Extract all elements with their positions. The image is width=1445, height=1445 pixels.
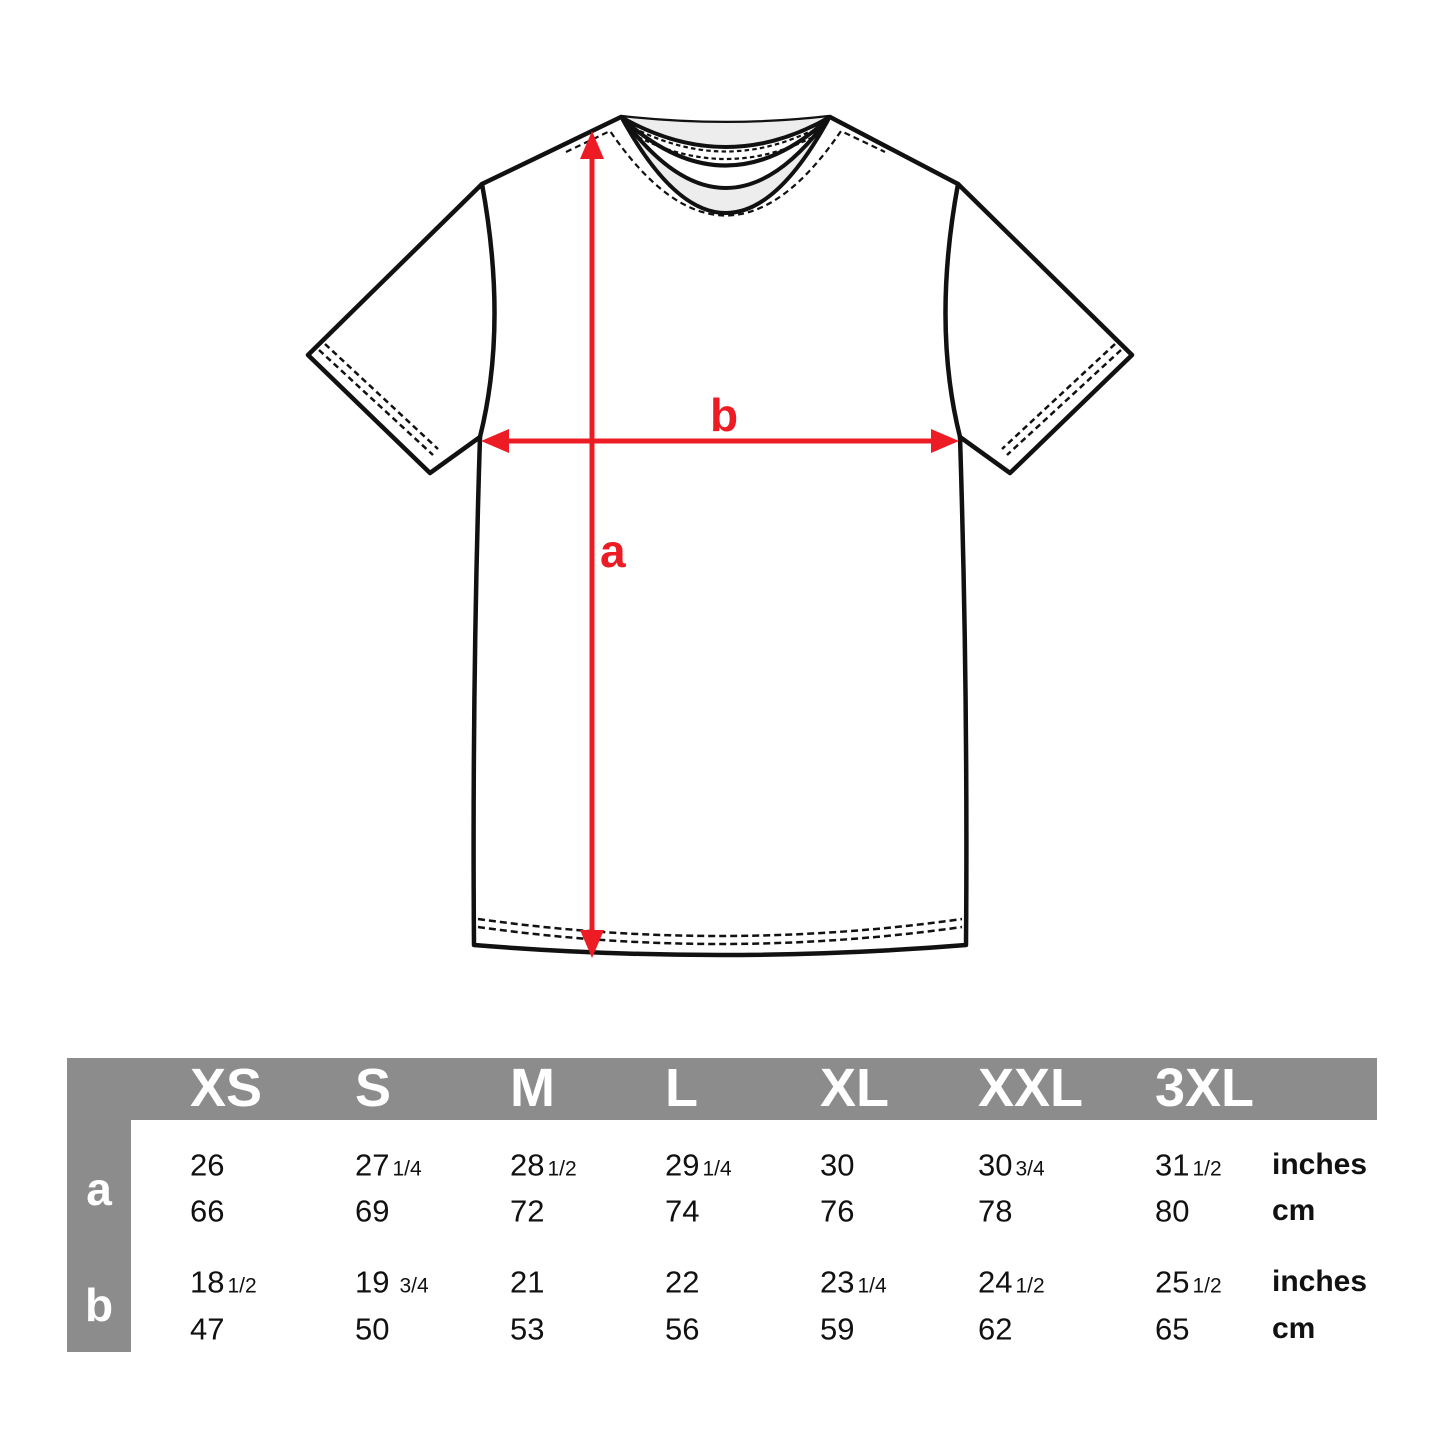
right-armhole-seam — [943, 181, 963, 440]
tshirt-diagram — [305, 114, 1135, 958]
value-a-xl-inches: 30 — [820, 1147, 855, 1183]
value-b-xxl-cm: 62 — [978, 1311, 1013, 1347]
right-sleeve-stitch-1 — [1006, 349, 1122, 456]
value-a-m-cm: 72 — [510, 1193, 545, 1229]
value-b-xl-cm: 59 — [820, 1311, 855, 1347]
value-b-m-inches: 21 — [510, 1264, 545, 1300]
left-sleeve-stitch-1 — [318, 349, 434, 456]
value-b-xs-inches: 18 1/2 — [190, 1264, 257, 1300]
left-sleeve-stitch-2 — [324, 343, 439, 450]
value-b-s-inches: 19 3/4 — [355, 1264, 429, 1300]
value-a-l-inches: 29 1/4 — [665, 1147, 732, 1183]
value-a-xs-inches: 26 — [190, 1147, 225, 1183]
size-header-s: S — [355, 1057, 392, 1118]
collar-back-band-seam — [619, 115, 832, 149]
value-b-l-cm: 56 — [665, 1311, 700, 1347]
value-b-m-cm: 53 — [510, 1311, 545, 1347]
left-armhole-seam — [477, 181, 497, 440]
size-header-xxl: XXL — [978, 1057, 1084, 1118]
value-b-xxl-inches: 24 1/2 — [978, 1264, 1045, 1300]
measurement-arrows — [481, 131, 959, 958]
value-a-s-inches: 27 1/4 — [355, 1147, 422, 1183]
arrow-a-head-bottom — [580, 930, 604, 958]
value-a-xl-cm: 76 — [820, 1193, 855, 1229]
hem-stitch-1 — [477, 917, 963, 938]
unit-label-cm-a: cm — [1272, 1194, 1316, 1227]
size-header-xl: XL — [820, 1057, 890, 1118]
value-a-3xl-inches: 31 1/2 — [1155, 1147, 1222, 1183]
back-tape-stitch-1 — [639, 130, 812, 153]
value-a-s-cm: 69 — [355, 1193, 390, 1229]
hem-stitch-2 — [477, 925, 963, 946]
collar-back-tape-seam — [620, 116, 831, 168]
unit-label-cm-b: cm — [1272, 1312, 1316, 1345]
dimension-label-a: a — [600, 525, 626, 577]
arrow-b-head-left — [481, 429, 509, 453]
value-a-3xl-cm: 80 — [1155, 1193, 1190, 1229]
value-b-xl-inches: 23 1/4 — [820, 1264, 887, 1300]
size-header-3xl: 3XL — [1155, 1057, 1255, 1118]
tshirt-outline — [305, 114, 1135, 958]
value-a-l-cm: 74 — [665, 1193, 700, 1229]
size-header-l: L — [665, 1057, 698, 1118]
neckline-coverstitch — [565, 129, 886, 217]
value-a-xxl-cm: 78 — [978, 1193, 1013, 1229]
right-sleeve-stitch-2 — [1001, 343, 1116, 450]
collar-front-band-top — [625, 122, 826, 190]
table-header-row: XS S M L XL XXL 3XL — [67, 1058, 1377, 1120]
value-b-3xl-cm: 65 — [1155, 1311, 1190, 1347]
value-a-xxl-inches: 30 3/4 — [978, 1147, 1045, 1183]
collar-front-neckline — [621, 118, 830, 215]
size-header-xs: XS — [190, 1057, 263, 1118]
size-header-m: M — [510, 1057, 555, 1118]
row-label-a: a — [86, 1163, 112, 1215]
value-b-l-inches: 22 — [665, 1264, 700, 1300]
sleeve-stitching — [318, 343, 1122, 456]
unit-label-inches-a: inches — [1272, 1148, 1368, 1181]
value-a-xs-cm: 66 — [190, 1193, 225, 1229]
arrow-a-head-top — [580, 131, 604, 159]
collar — [565, 115, 886, 217]
unit-label-inches-b: inches — [1272, 1265, 1368, 1298]
value-b-3xl-inches: 25 1/2 — [1155, 1264, 1222, 1300]
value-a-m-inches: 28 1/2 — [510, 1147, 577, 1183]
value-b-xs-cm: 47 — [190, 1311, 225, 1347]
row-label-b: b — [84, 1279, 114, 1331]
arrow-b-head-right — [931, 429, 959, 453]
dimension-label-b: b — [710, 389, 739, 441]
value-b-s-cm: 50 — [355, 1311, 390, 1347]
hem-stitching — [477, 917, 963, 946]
table-row-label-strip: a b — [67, 1058, 131, 1352]
